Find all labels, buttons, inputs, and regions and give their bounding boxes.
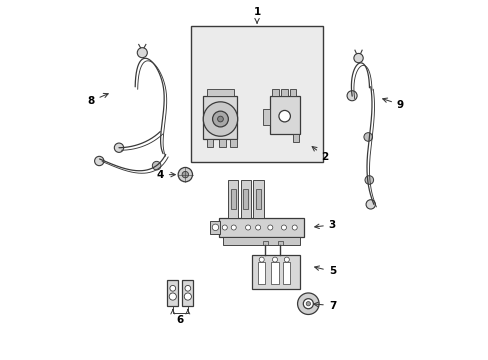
Circle shape (259, 257, 264, 262)
Text: 8: 8 (87, 93, 108, 106)
Circle shape (212, 111, 228, 127)
Bar (206, 89, 233, 96)
Circle shape (217, 116, 223, 122)
Circle shape (203, 102, 237, 136)
Bar (243, 189, 248, 209)
Circle shape (255, 225, 260, 230)
Text: 9: 9 (382, 98, 403, 110)
Bar (255, 189, 261, 209)
Circle shape (363, 133, 372, 141)
Text: 2: 2 (311, 147, 328, 162)
Bar (262, 241, 267, 245)
Circle shape (292, 225, 297, 230)
Bar (167, 280, 178, 306)
Bar (223, 237, 300, 244)
Bar (269, 96, 300, 134)
Circle shape (169, 293, 176, 300)
Bar (251, 255, 300, 289)
Bar (182, 280, 193, 306)
Bar (253, 180, 263, 218)
Text: 4: 4 (156, 170, 175, 180)
Bar (258, 262, 265, 284)
Bar (271, 262, 278, 284)
Circle shape (137, 48, 147, 58)
Bar (219, 139, 225, 147)
Bar (283, 262, 290, 284)
Bar (289, 89, 296, 96)
Bar (277, 241, 282, 245)
Bar (263, 109, 269, 125)
Bar (230, 139, 236, 147)
Circle shape (169, 285, 175, 291)
Bar (230, 189, 235, 209)
Text: 7: 7 (313, 301, 335, 311)
Bar (228, 180, 238, 218)
Circle shape (212, 224, 218, 230)
Circle shape (346, 91, 356, 101)
Bar (219, 218, 303, 237)
Bar (206, 139, 213, 147)
Circle shape (178, 167, 192, 182)
Bar (190, 26, 323, 162)
Circle shape (303, 299, 313, 309)
Circle shape (231, 225, 236, 230)
Circle shape (222, 225, 227, 230)
Bar (272, 89, 278, 96)
Bar (241, 180, 250, 218)
Bar (203, 96, 237, 139)
Circle shape (182, 171, 188, 178)
Circle shape (284, 257, 289, 262)
Circle shape (184, 285, 190, 291)
Text: 5: 5 (314, 266, 335, 276)
Circle shape (152, 161, 161, 170)
Circle shape (353, 53, 363, 63)
Circle shape (281, 225, 286, 230)
Bar (292, 134, 299, 142)
Circle shape (184, 293, 191, 300)
Bar (210, 221, 220, 234)
Circle shape (114, 143, 123, 152)
Bar (281, 89, 287, 96)
Circle shape (278, 111, 290, 122)
Text: 6: 6 (176, 315, 183, 325)
Circle shape (297, 293, 319, 315)
Text: 1: 1 (253, 7, 260, 17)
Circle shape (267, 225, 272, 230)
Circle shape (272, 257, 277, 262)
Text: 3: 3 (314, 220, 335, 230)
Circle shape (366, 200, 375, 209)
Circle shape (245, 225, 250, 230)
Circle shape (94, 156, 104, 166)
Circle shape (305, 302, 310, 306)
Circle shape (364, 176, 373, 184)
